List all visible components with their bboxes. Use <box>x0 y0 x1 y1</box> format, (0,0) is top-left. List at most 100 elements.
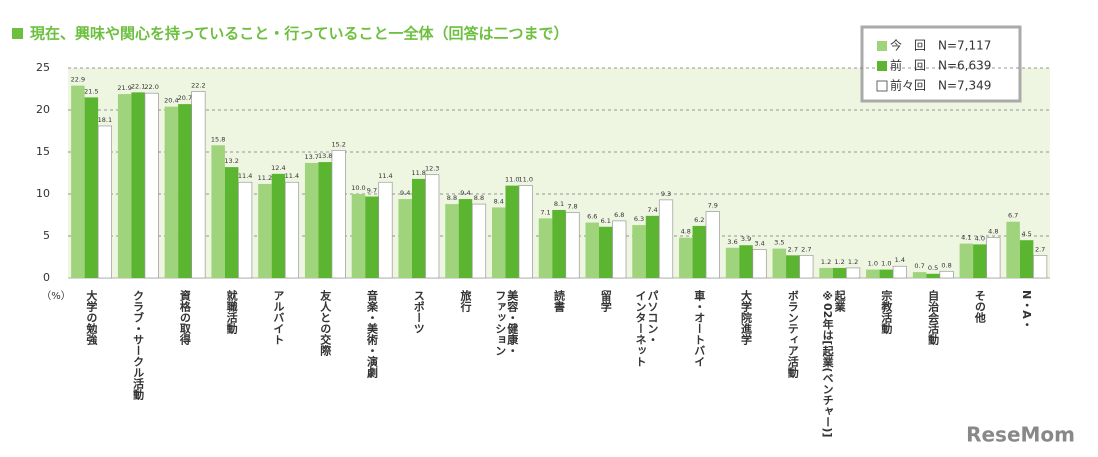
legend-label: 今 回 <box>890 38 926 53</box>
value-label: 6.1 <box>601 217 611 225</box>
value-label: 22.1 <box>131 82 145 90</box>
bar <box>117 94 132 278</box>
x-tick-label: インターネット <box>634 290 647 367</box>
bar <box>939 270 954 279</box>
bar <box>458 199 473 278</box>
bar <box>238 181 253 279</box>
watermark: ReseMom <box>966 423 1075 447</box>
x-tick-label: その他 <box>973 290 987 324</box>
bar <box>365 196 379 278</box>
value-label: 2.7 <box>801 245 811 253</box>
value-label: 8.8 <box>474 194 484 202</box>
value-label: 7.4 <box>647 206 657 214</box>
value-label: 11.4 <box>285 172 299 180</box>
bar <box>926 273 940 278</box>
value-label: 4.8 <box>988 228 998 236</box>
bar <box>705 211 720 279</box>
value-label: 6.3 <box>634 215 644 223</box>
value-label: 13.7 <box>304 153 318 161</box>
bar <box>191 91 206 279</box>
x-tick-label: スポーツ <box>412 290 425 334</box>
bar <box>445 204 459 278</box>
value-label: 3.4 <box>754 239 764 247</box>
value-label: 0.8 <box>941 261 951 269</box>
bar <box>845 267 861 279</box>
bar <box>645 215 660 278</box>
value-label: 15.8 <box>211 135 225 143</box>
x-tick-label: ファッション <box>494 290 507 356</box>
bar <box>612 220 627 279</box>
value-label: 6.8 <box>614 211 624 219</box>
bar <box>411 178 426 278</box>
bar <box>959 243 974 278</box>
bar <box>491 207 506 278</box>
bar <box>164 106 179 278</box>
value-label: 10.0 <box>351 184 365 192</box>
bar <box>224 167 239 278</box>
x-tick-label: 就職活動 <box>225 289 238 335</box>
bar <box>331 149 346 279</box>
legend-box <box>860 25 1022 103</box>
bar <box>892 265 907 279</box>
bar <box>772 248 787 278</box>
x-tick-label: ※02年は[起業(ベンチャー)] <box>821 290 835 437</box>
value-label: 21.5 <box>84 87 98 95</box>
value-label: 4.5 <box>1021 230 1031 238</box>
bar <box>832 267 847 278</box>
x-tick-label: 大学の勉強 <box>85 289 99 346</box>
x-tick-label: 旅行 <box>459 289 473 313</box>
value-label: 7.9 <box>708 202 718 210</box>
legend-label: 前 回 <box>890 58 926 73</box>
bar <box>71 85 85 278</box>
value-label: 9.3 <box>661 190 671 198</box>
value-label: 21.9 <box>117 84 131 92</box>
y-unit: （%） <box>41 290 71 302</box>
x-tick-label: 宗教活動 <box>880 289 894 335</box>
value-label: 11.8 <box>411 169 425 177</box>
value-label: 18.1 <box>98 116 112 124</box>
bar <box>739 245 753 278</box>
legend-swatch <box>876 80 888 92</box>
bar <box>552 209 566 278</box>
y-tick-label: 25 <box>36 61 50 74</box>
legend-swatch <box>877 41 887 51</box>
bar <box>866 269 880 278</box>
value-label: 3.9 <box>741 235 751 243</box>
bar <box>505 185 519 278</box>
bar <box>144 92 159 279</box>
bar <box>799 254 814 279</box>
bar <box>679 237 693 278</box>
value-label: 12.3 <box>425 165 439 173</box>
bar <box>973 244 987 278</box>
bar <box>425 174 440 279</box>
bar <box>304 162 319 278</box>
value-label: 2.7 <box>1035 245 1045 253</box>
value-label: 4.0 <box>975 234 985 242</box>
value-label: 2.7 <box>788 245 798 253</box>
bar <box>692 225 707 278</box>
bar <box>258 183 272 278</box>
bar <box>1033 254 1048 279</box>
bar <box>178 104 192 279</box>
value-label: 15.2 <box>331 140 345 148</box>
bar <box>318 162 332 278</box>
bar <box>398 199 412 278</box>
value-label: 22.9 <box>71 76 85 84</box>
value-label: 8.4 <box>494 197 504 205</box>
value-label: 12.4 <box>271 164 285 172</box>
bar <box>538 218 553 278</box>
bar <box>599 226 613 278</box>
value-label: 11.4 <box>378 172 392 180</box>
x-tick-label: 美容・健康・ <box>506 289 520 356</box>
value-label: 0.5 <box>928 264 938 272</box>
bar <box>131 92 145 278</box>
value-label: 9.7 <box>367 187 377 195</box>
value-label: 11.2 <box>258 174 272 182</box>
value-label: 7.1 <box>540 208 550 216</box>
value-label: 8.8 <box>447 194 457 202</box>
bar <box>211 145 225 278</box>
value-label: 20.4 <box>164 97 178 105</box>
value-label: 6.2 <box>694 216 704 224</box>
bar <box>565 212 580 279</box>
